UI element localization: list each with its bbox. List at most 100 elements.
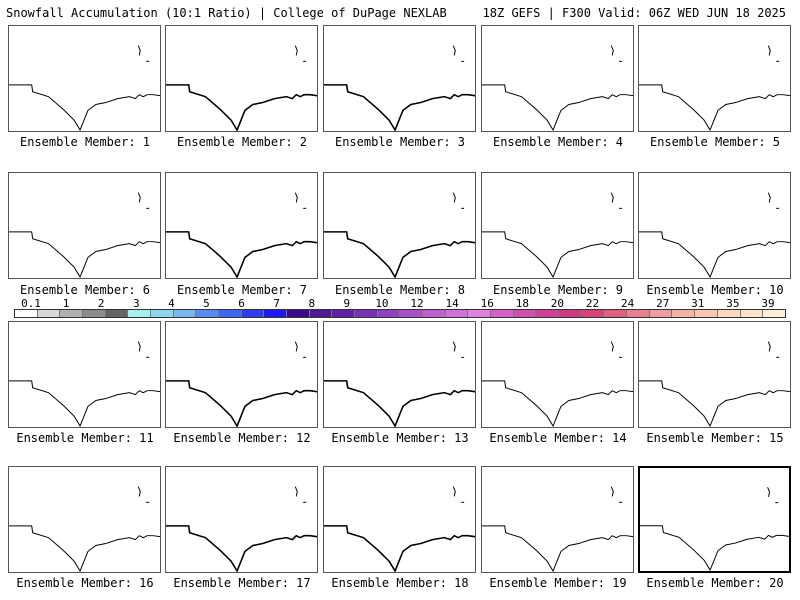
coastline-map bbox=[166, 192, 317, 278]
ensemble-member-label-8: Ensemble Member: 8 bbox=[334, 283, 466, 297]
ensemble-map-panel-13[interactable] bbox=[323, 321, 476, 428]
ensemble-member-label-14: Ensemble Member: 14 bbox=[489, 431, 627, 445]
ensemble-map-panel-4[interactable] bbox=[481, 25, 634, 132]
coastline-map bbox=[324, 45, 475, 131]
ensemble-map-panel-7[interactable] bbox=[165, 172, 318, 279]
colorbar-segment bbox=[695, 310, 718, 317]
ensemble-map-panel-20[interactable] bbox=[638, 466, 791, 573]
colorbar-segment bbox=[740, 310, 764, 317]
ensemble-map-panel-17[interactable] bbox=[165, 466, 318, 573]
ensemble-map-panel-19[interactable] bbox=[481, 466, 634, 573]
coastline-map bbox=[324, 341, 475, 427]
ensemble-member-label-12: Ensemble Member: 12 bbox=[173, 431, 311, 445]
ensemble-map-panel-15[interactable] bbox=[638, 321, 791, 428]
coastline-map bbox=[166, 341, 317, 427]
ensemble-map-panel-12[interactable] bbox=[165, 321, 318, 428]
ensemble-member-label-10: Ensemble Member: 10 bbox=[646, 283, 784, 297]
colorbar-tick-label: 14 bbox=[445, 297, 459, 310]
coastline-map bbox=[9, 341, 160, 427]
colorbar-segment bbox=[604, 310, 628, 317]
colorbar-segment bbox=[355, 310, 378, 317]
ensemble-map-panel-18[interactable] bbox=[323, 466, 476, 573]
colorbar-segment bbox=[377, 310, 401, 317]
ensemble-member-label-4: Ensemble Member: 4 bbox=[492, 135, 624, 149]
colorbar-segment bbox=[128, 310, 152, 317]
colorbar-tick-label: 22 bbox=[585, 297, 600, 310]
colorbar-tick-label: 2 bbox=[97, 297, 105, 310]
colorbar-tick-label: 24 bbox=[620, 297, 635, 310]
colorbar-tick-label: 31 bbox=[691, 297, 705, 310]
colorbar-tick-label: 3 bbox=[132, 297, 140, 310]
colorbar-tick-label: 0.1 bbox=[21, 297, 41, 310]
colorbar-segment bbox=[60, 310, 84, 317]
colorbar-tick-label: 5 bbox=[203, 297, 210, 310]
colorbar-segment bbox=[672, 310, 696, 317]
colorbar-segment bbox=[332, 310, 356, 317]
colorbar-tick-label: 20 bbox=[550, 297, 565, 310]
ensemble-map-panel-14[interactable] bbox=[481, 321, 634, 428]
coastline-map bbox=[9, 192, 160, 278]
colorbar-segment bbox=[559, 310, 582, 317]
colorbar-tick-label: 10 bbox=[375, 297, 389, 310]
ensemble-map-panel-2[interactable] bbox=[165, 25, 318, 132]
run-valid-time: 18Z GEFS | F300 Valid: 06Z WED JUN 18 20… bbox=[482, 6, 786, 20]
colorbar-tick-label: 4 bbox=[168, 297, 175, 310]
ensemble-member-label-11: Ensemble Member: 11 bbox=[16, 431, 154, 445]
ensemble-map-panel-6[interactable] bbox=[8, 172, 161, 279]
colorbar-tick-label: 1 bbox=[62, 297, 70, 310]
colorbar-segment bbox=[491, 310, 514, 317]
coastline-map bbox=[640, 487, 789, 571]
colorbar-segment bbox=[627, 310, 650, 317]
colorbar-segment bbox=[581, 310, 605, 317]
ensemble-map-panel-5[interactable] bbox=[638, 25, 791, 132]
ensemble-member-label-19: Ensemble Member: 19 bbox=[489, 576, 627, 590]
colorbar-tick-label: 35 bbox=[726, 297, 740, 310]
coastline-map bbox=[9, 45, 160, 131]
colorbar-segment bbox=[264, 310, 288, 317]
colorbar-tick-label: 27 bbox=[656, 297, 670, 310]
colorbar-segment bbox=[15, 310, 38, 317]
colorbar-segment bbox=[763, 310, 785, 317]
ensemble-map-panel-3[interactable] bbox=[323, 25, 476, 132]
ensemble-member-label-17: Ensemble Member: 17 bbox=[173, 576, 311, 590]
colorbar-tick-label: 7 bbox=[273, 297, 280, 310]
coastline-map bbox=[9, 486, 160, 572]
colorbar-tick-label: 8 bbox=[308, 297, 316, 310]
colorbar-segment bbox=[151, 310, 174, 317]
ensemble-member-label-7: Ensemble Member: 7 bbox=[176, 283, 308, 297]
ensemble-member-label-16: Ensemble Member: 16 bbox=[16, 576, 154, 590]
ensemble-member-label-20: Ensemble Member: 20 bbox=[646, 576, 784, 590]
coastline-map bbox=[639, 341, 790, 427]
colorbar-segment bbox=[196, 310, 220, 317]
coastline-map bbox=[482, 45, 633, 131]
coastline-map bbox=[482, 486, 633, 572]
chart-title: Snowfall Accumulation (10:1 Ratio) | Col… bbox=[6, 6, 447, 20]
colorbar-segment bbox=[423, 310, 446, 317]
colorbar-tick-label: 6 bbox=[238, 297, 245, 310]
coastline-map bbox=[639, 45, 790, 131]
coastline-map bbox=[324, 486, 475, 572]
ensemble-map-panel-11[interactable] bbox=[8, 321, 161, 428]
ensemble-member-label-5: Ensemble Member: 5 bbox=[649, 135, 781, 149]
colorbar-segment bbox=[400, 310, 424, 317]
colorbar-segment bbox=[241, 310, 265, 317]
ensemble-map-panel-8[interactable] bbox=[323, 172, 476, 279]
colorbar-segment bbox=[37, 310, 61, 317]
colorbar-segment bbox=[105, 310, 129, 317]
ensemble-member-label-3: Ensemble Member: 3 bbox=[334, 135, 466, 149]
ensemble-member-label-18: Ensemble Member: 18 bbox=[331, 576, 469, 590]
ensemble-map-panel-9[interactable] bbox=[481, 172, 634, 279]
colorbar-tick-label: 12 bbox=[410, 297, 424, 310]
coastline-map bbox=[482, 341, 633, 427]
ensemble-member-label-13: Ensemble Member: 13 bbox=[331, 431, 469, 445]
colorbar-tick-label: 39 bbox=[761, 297, 775, 310]
colorbar-segment bbox=[513, 310, 537, 317]
colorbar-tick-label: 18 bbox=[515, 297, 529, 310]
ensemble-map-panel-16[interactable] bbox=[8, 466, 161, 573]
ensemble-map-panel-10[interactable] bbox=[638, 172, 791, 279]
colorbar-tick-label: 9 bbox=[343, 297, 351, 310]
ensemble-map-panel-1[interactable] bbox=[8, 25, 161, 132]
coastline-map bbox=[324, 192, 475, 278]
colorbar-segment bbox=[83, 310, 106, 317]
colorbar-segment bbox=[173, 310, 197, 317]
